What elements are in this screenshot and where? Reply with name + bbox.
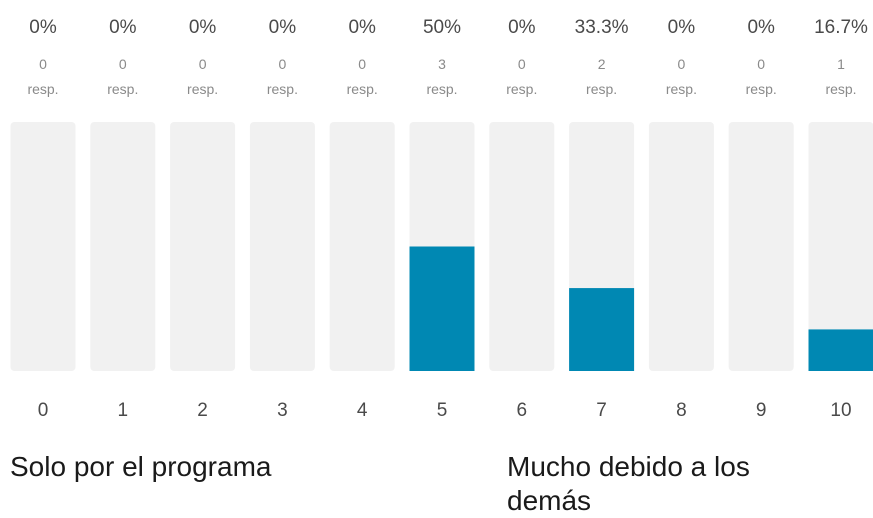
category-label: 4 [357,400,368,421]
count-label: 0 [199,56,207,72]
count-label: 0 [279,56,287,72]
count-label: 0 [119,56,127,72]
category-label: 1 [118,400,129,421]
bar-track [250,122,315,371]
category-label: 8 [676,400,687,421]
count-unit-label: resp. [746,81,777,97]
count-label: 0 [678,56,686,72]
percent-label: 0% [668,17,696,38]
percent-label: 0% [189,17,217,38]
category-label: 9 [756,400,767,421]
count-unit-label: resp. [825,81,856,97]
bar-chart: 0% 0 resp. 0 0% 0 resp. 1 0% 0 resp. 2 0% 0 resp. 3 0% 0 r… [0,0,873,430]
count-unit-label: resp. [27,81,58,97]
scale-label-left: Solo por el programa [10,450,370,484]
count-unit-label: resp. [506,81,537,97]
bar-track [11,122,76,371]
scale-label-right: Mucho debido a los demás [507,450,837,518]
category-label: 2 [197,400,208,421]
percent-label: 16.7% [814,17,868,38]
count-unit-label: resp. [107,81,138,97]
count-label: 3 [438,56,446,72]
category-label: 7 [596,400,607,421]
count-label: 1 [837,56,845,72]
percent-label: 0% [269,17,297,38]
count-label: 0 [358,56,366,72]
count-unit-label: resp. [347,81,378,97]
percent-label: 0% [29,17,57,38]
count-unit-label: resp. [666,81,697,97]
bar-track [90,122,155,371]
bar-7 [569,288,634,371]
count-label: 0 [39,56,47,72]
bar-track [729,122,794,371]
category-label: 0 [38,400,49,421]
bar-5 [410,247,475,372]
count-unit-label: resp. [586,81,617,97]
category-label: 3 [277,400,288,421]
percent-label: 33.3% [575,17,629,38]
category-label: 6 [517,400,528,421]
count-label: 2 [598,56,606,72]
count-unit-label: resp. [426,81,457,97]
percent-label: 0% [747,17,775,38]
bar-track [489,122,554,371]
bar-10 [809,329,873,371]
percent-label: 50% [423,17,461,38]
bar-track [330,122,395,371]
bar-track [170,122,235,371]
count-label: 0 [518,56,526,72]
percent-label: 0% [348,17,376,38]
category-label: 5 [437,400,448,421]
category-label: 10 [830,400,851,421]
percent-label: 0% [109,17,137,38]
bar-track [649,122,714,371]
count-unit-label: resp. [187,81,218,97]
percent-label: 0% [508,17,536,38]
count-unit-label: resp. [267,81,298,97]
count-label: 0 [757,56,765,72]
